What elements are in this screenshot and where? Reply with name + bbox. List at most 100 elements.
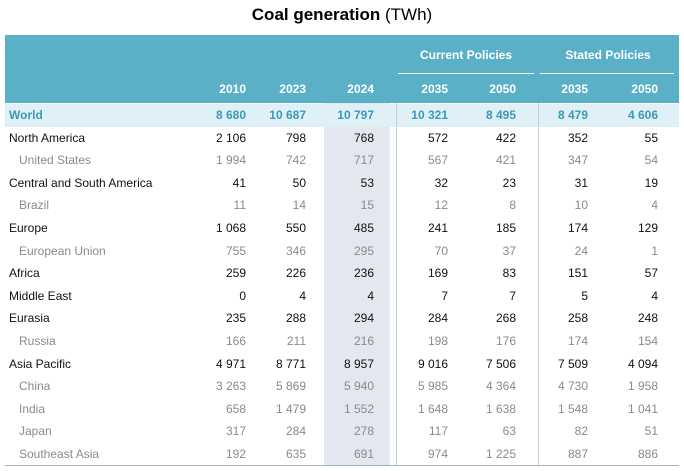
table-header: [5, 35, 679, 103]
table-row: Central and South America 41 50 53 32 23 31 19: [5, 172, 679, 195]
row-value: 37: [502, 243, 516, 258]
row-value: 886: [637, 447, 658, 461]
row-value: 346: [285, 243, 306, 258]
row-value: 211: [286, 334, 306, 348]
row-value: 166: [225, 334, 246, 348]
group-underline-stated: [540, 73, 674, 74]
title-unit: (TWh): [384, 5, 433, 24]
row-value: 15: [360, 198, 374, 213]
row-value: 268: [495, 311, 516, 326]
row-value: 284: [285, 424, 306, 439]
row-label: Africa: [9, 266, 40, 281]
row-value: 10 321: [411, 108, 448, 122]
row-value: 485: [353, 221, 374, 235]
row-value: 768: [353, 130, 374, 145]
row-value: 82: [574, 424, 588, 439]
row-value: 14: [292, 198, 306, 213]
row-value: 154: [637, 334, 658, 348]
row-value: 8 479: [557, 108, 588, 122]
row-label: Central and South America: [9, 175, 153, 190]
title-main: Coal generation: [251, 5, 381, 24]
row-value: 32: [434, 175, 448, 190]
row-value: 1 638: [485, 401, 516, 416]
row-label: World: [9, 108, 43, 122]
row-value: 50: [292, 175, 306, 190]
row-value: 317: [225, 424, 246, 439]
row-label: China: [19, 379, 51, 394]
row-value: 7 509: [557, 356, 588, 371]
row-value: 4: [367, 288, 374, 303]
row-value: 83: [502, 266, 516, 281]
table-row: Europe 1 068 550 485 241 185 174 129: [5, 217, 679, 240]
row-value: 4: [651, 288, 658, 303]
row-value: 755: [225, 243, 246, 258]
row-value: 12: [434, 198, 448, 213]
table-row: Eurasia 235 288 294 284 268 258 248: [5, 307, 679, 330]
row-value: 5 869: [275, 379, 306, 394]
col-header-cp-2050: 2050: [489, 82, 516, 96]
highlight-2024-column: [324, 103, 390, 466]
row-label: European Union: [19, 243, 106, 258]
row-value: 288: [285, 311, 306, 326]
row-value: 151: [567, 266, 588, 281]
row-value: 284: [427, 311, 448, 326]
table-row: World 8 680 10 687 10 797 10 321 8 495 8 479 4 …: [5, 104, 679, 127]
col-header-sp-2050: 2050: [631, 82, 658, 96]
row-value: 4: [299, 288, 306, 303]
row-value: 53: [360, 175, 374, 190]
row-value: 185: [495, 221, 516, 235]
row-value: 63: [502, 424, 516, 439]
row-value: 10 797: [337, 108, 374, 122]
row-value: 1 552: [343, 401, 374, 416]
row-value: 23: [502, 175, 516, 190]
row-value: 248: [637, 311, 658, 326]
row-value: 8 680: [215, 108, 246, 122]
row-value: 24: [574, 243, 588, 258]
row-label: North America: [9, 130, 86, 145]
row-value: 352: [567, 130, 588, 145]
row-value: 3 263: [215, 379, 246, 394]
row-value: 10: [574, 198, 588, 213]
table-row: Africa 259 226 236 169 83 151 57: [5, 262, 679, 285]
row-value: 51: [644, 424, 658, 439]
row-value: 1 479: [275, 401, 306, 416]
row-value: 2 106: [215, 130, 246, 145]
row-value: 55: [644, 130, 658, 145]
row-value: 7: [441, 288, 448, 303]
row-value: 658: [225, 401, 246, 416]
table-row: United States 1 994 742 717 567 421 347 54: [5, 149, 679, 172]
row-value: 422: [495, 130, 516, 145]
row-value: 57: [644, 266, 658, 281]
table-row: Japan 317 284 278 117 63 82 51: [5, 420, 679, 443]
row-value: 887: [567, 447, 588, 461]
table-row: Southeast Asia 192 635 691 974 1 225 887 886: [5, 443, 679, 466]
row-value: 5 940: [343, 379, 374, 394]
row-value: 54: [644, 153, 658, 168]
row-label: Japan: [19, 424, 52, 439]
separator-current-policies: [396, 103, 397, 466]
table-row: Russia 166 211 216 198 176 174 154: [5, 330, 679, 353]
row-value: 8: [509, 198, 516, 213]
row-value: 0: [239, 288, 246, 303]
row-value: 1 994: [215, 153, 246, 168]
row-value: 4 730: [557, 379, 588, 394]
col-header-sp-2035: 2035: [561, 82, 588, 96]
row-label: Eurasia: [9, 311, 50, 326]
group-underline-current: [398, 73, 534, 74]
row-value: 1 548: [557, 401, 588, 416]
row-value: 258: [567, 311, 588, 326]
row-value: 9 016: [417, 356, 448, 371]
row-value: 717: [353, 153, 374, 168]
table-bottom-rule: [5, 465, 679, 466]
row-value: 19: [644, 175, 658, 190]
row-value: 5: [581, 288, 588, 303]
row-value: 4: [651, 198, 658, 213]
row-label: Southeast Asia: [19, 447, 100, 461]
table-row: North America 2 106 798 768 572 422 352 55: [5, 127, 679, 150]
col-header-2010: 2010: [219, 82, 246, 96]
row-value: 198: [427, 334, 448, 348]
row-value: 10 687: [269, 108, 306, 122]
row-label: Europe: [9, 221, 48, 235]
row-label: Asia Pacific: [9, 356, 72, 371]
